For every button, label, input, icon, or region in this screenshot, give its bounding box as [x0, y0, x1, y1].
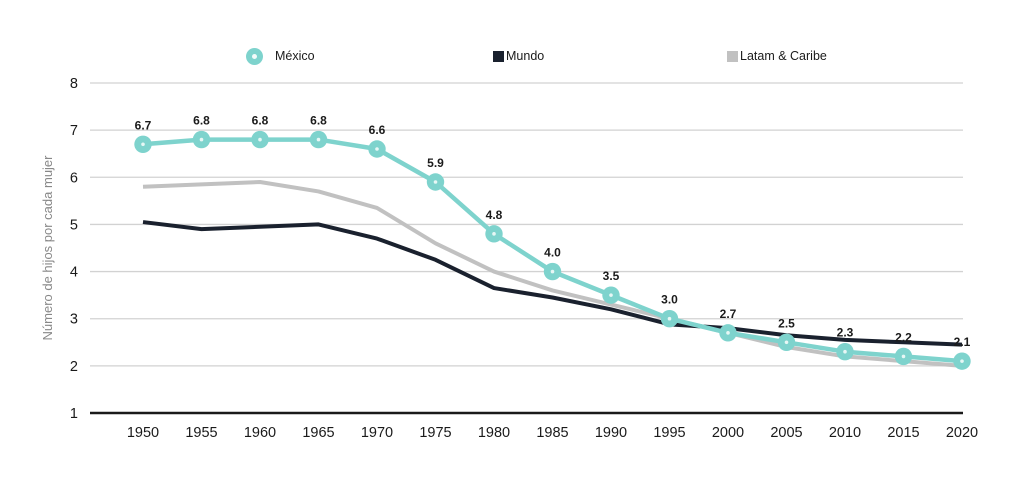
- legend-label-mundo: Mundo: [506, 49, 545, 63]
- series-line-mundo: [142, 220, 963, 347]
- data-point-center-dot: [901, 354, 906, 359]
- y-tick-label: 2: [70, 359, 78, 375]
- data-point-label: 4.0: [544, 246, 561, 260]
- y-tick-label: 5: [70, 217, 78, 233]
- data-point-label: 2.2: [895, 330, 912, 344]
- data-point-center-dot: [199, 137, 204, 142]
- x-tick-label: 1965: [302, 425, 334, 441]
- data-point-center-dot: [667, 316, 672, 321]
- x-tick-label: 1995: [653, 425, 685, 441]
- data-point-center-dot: [433, 180, 438, 184]
- data-point-center-dot: [492, 232, 496, 236]
- x-tick-label: 1955: [185, 425, 217, 441]
- x-tick-label: 1980: [478, 425, 510, 441]
- x-tick-label: 2010: [829, 425, 861, 441]
- x-tick-label: 1985: [536, 425, 568, 441]
- data-point-label: 3.0: [661, 293, 678, 307]
- x-tick-label: 1970: [361, 425, 393, 441]
- data-point-center-dot: [784, 340, 789, 345]
- x-tick-label: 1950: [127, 425, 159, 441]
- x-tick-label: 1975: [419, 425, 451, 441]
- data-point-center-dot: [375, 147, 379, 151]
- legend-label-latam: Latam & Caribe: [740, 49, 827, 63]
- x-tick-label: 1990: [595, 425, 627, 441]
- x-tick-label: 2005: [770, 425, 802, 441]
- legend-item-mundo: Mundo: [493, 46, 544, 66]
- y-tick-label: 8: [70, 76, 78, 92]
- data-point-label: 2.5: [778, 316, 795, 330]
- x-tick-label: 1960: [244, 425, 276, 441]
- chart-legend: México Mundo Latam & Caribe: [0, 46, 1024, 66]
- x-tick-label: 2015: [887, 425, 919, 441]
- legend-label-mexico: México: [275, 49, 315, 63]
- legend-item-latam: Latam & Caribe: [727, 46, 827, 66]
- y-tick-label: 6: [70, 170, 78, 186]
- y-tick-label: 3: [70, 312, 78, 328]
- y-axis-title: Número de hijos por cada mujer: [40, 155, 55, 341]
- data-point-label: 2.7: [720, 307, 737, 321]
- x-tick-label: 2020: [946, 425, 978, 441]
- data-point-center-dot: [726, 331, 730, 335]
- data-point-label: 4.8: [486, 208, 503, 222]
- data-point-label: 6.8: [252, 114, 269, 128]
- data-point-center-dot: [843, 349, 847, 354]
- data-point-label: 6.6: [369, 123, 386, 137]
- data-point-center-dot: [258, 137, 262, 142]
- y-tick-label: 7: [70, 123, 78, 139]
- data-point-label: 6.7: [135, 118, 152, 132]
- mundo-series-marker-icon: [493, 50, 504, 62]
- data-point-label: 6.8: [193, 114, 210, 128]
- legend-item-mexico: México: [246, 46, 315, 66]
- data-point-center-dot: [609, 293, 613, 297]
- data-point-label: 2.1: [954, 335, 971, 349]
- data-point-label: 3.5: [603, 269, 620, 283]
- data-point-center-dot: [141, 142, 145, 147]
- data-point-center-dot: [316, 137, 321, 142]
- data-point-center-dot: [550, 269, 555, 274]
- data-point-label: 5.9: [427, 156, 444, 170]
- series-line-latam: [142, 180, 963, 368]
- y-tick-label: 1: [70, 406, 78, 422]
- data-point-center-dot: [960, 359, 964, 363]
- data-point-label: 2.3: [837, 326, 854, 340]
- y-tick-label: 4: [70, 265, 78, 281]
- mexico-series-marker-icon: [246, 47, 263, 65]
- data-point-label: 6.8: [310, 114, 327, 128]
- latam-series-marker-icon: [727, 50, 738, 62]
- x-tick-label: 2000: [712, 425, 744, 441]
